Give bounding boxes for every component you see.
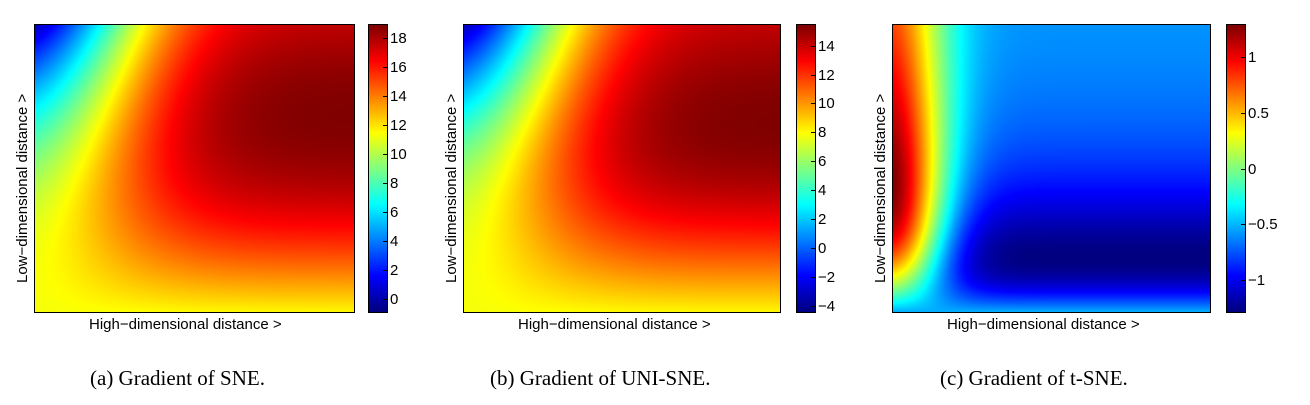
figure-caption: (a) Gradient of SNE. [90, 366, 265, 390]
colorbar-tick-mark [383, 240, 387, 242]
figure-caption: (b) Gradient of UNI-SNE. [490, 366, 711, 390]
colorbar-tick-label: −2 [818, 268, 836, 286]
colorbar-tick-mark [811, 219, 815, 221]
colorbar-tick-label: 8 [390, 174, 399, 192]
panel-uni-sne: Low−dimensional distance > High−dimensio… [430, 0, 860, 405]
colorbar-tick-mark [383, 67, 387, 69]
colorbar-tick-mark [383, 125, 387, 127]
heatmap-surface [35, 25, 354, 312]
colorbar-ticks: 1 0.5 0 −0.5 −1 [1241, 24, 1290, 313]
y-axis-label: Low−dimensional distance > [14, 93, 31, 283]
colorbar-tick-label: 14 [390, 88, 407, 106]
colorbar-tick-label: −0.5 [1248, 216, 1278, 234]
colorbar-tick-label: 12 [390, 117, 407, 135]
figure-caption: (c) Gradient of t-SNE. [940, 366, 1128, 390]
colorbar-tick-label: −1 [1248, 271, 1266, 289]
colorbar-tick-mark [1241, 57, 1245, 59]
y-axis-label: Low−dimensional distance > [443, 93, 460, 283]
heatmap-plot-t-sne [892, 24, 1211, 313]
colorbar-tick-label: 0 [390, 290, 399, 308]
colorbar [368, 24, 388, 313]
colorbar-tick-label: 0.5 [1248, 104, 1269, 122]
colorbar-tick-label: 18 [390, 30, 407, 48]
panel-sne: Low−dimensional distance > High−dimensio… [0, 0, 430, 405]
heatmap-plot-uni-sne [463, 24, 781, 313]
colorbar-tick-mark [811, 276, 815, 278]
colorbar-tick-mark [1241, 279, 1245, 281]
colorbar-tick-label: 2 [390, 261, 399, 279]
y-axis-label: Low−dimensional distance > [872, 93, 889, 283]
colorbar-tick-label: 4 [390, 232, 399, 250]
heatmap-surface [893, 25, 1210, 312]
colorbar-tick-label: 6 [818, 153, 827, 171]
colorbar-tick-mark [1241, 224, 1245, 226]
colorbar-tick-label: −4 [818, 297, 836, 315]
colorbar-tick-label: 2 [818, 211, 827, 229]
colorbar-tick-mark [383, 38, 387, 40]
colorbar-tick-mark [811, 305, 815, 307]
colorbar-tick-label: 1 [1248, 49, 1257, 67]
colorbar-tick-mark [383, 154, 387, 156]
colorbar-tick-mark [811, 74, 815, 76]
colorbar-gradient [369, 25, 387, 312]
colorbar-tick-label: 12 [818, 66, 835, 84]
colorbar-tick-label: 14 [818, 37, 835, 55]
x-axis-label: High−dimensional distance > [89, 316, 282, 333]
colorbar-ticks: 18 16 14 12 10 8 6 4 2 0 [383, 24, 428, 313]
heatmap-plot-sne [34, 24, 355, 313]
colorbar-tick-label: 6 [390, 203, 399, 221]
colorbar-tick-mark [811, 132, 815, 134]
colorbar-tick-mark [383, 298, 387, 300]
colorbar-gradient [1227, 25, 1245, 312]
colorbar-tick-label: 0 [1248, 160, 1257, 178]
colorbar-tick-mark [811, 161, 815, 163]
colorbar-tick-label: 0 [818, 239, 827, 257]
colorbar-tick-label: 10 [390, 146, 407, 164]
x-axis-label: High−dimensional distance > [947, 316, 1140, 333]
colorbar [1226, 24, 1246, 313]
colorbar [796, 24, 816, 313]
colorbar-ticks: 14 12 10 8 6 4 2 0 −2 −4 [811, 24, 856, 315]
colorbar-tick-label: 16 [390, 59, 407, 77]
colorbar-tick-mark [383, 96, 387, 98]
colorbar-tick-label: 8 [818, 124, 827, 142]
colorbar-tick-mark [811, 45, 815, 47]
colorbar-tick-mark [383, 269, 387, 271]
panel-t-sne: Low−dimensional distance > High−dimensio… [860, 0, 1290, 405]
colorbar-tick-label: 10 [818, 95, 835, 113]
colorbar-tick-label: 4 [818, 182, 827, 200]
colorbar-tick-mark [383, 211, 387, 213]
x-axis-label: High−dimensional distance > [518, 316, 711, 333]
colorbar-tick-mark [811, 190, 815, 192]
colorbar-tick-mark [1241, 112, 1245, 114]
colorbar-tick-mark [811, 247, 815, 249]
colorbar-gradient [797, 25, 815, 312]
colorbar-tick-mark [1241, 168, 1245, 170]
colorbar-tick-mark [811, 103, 815, 105]
heatmap-surface [464, 25, 780, 312]
colorbar-tick-mark [383, 182, 387, 184]
